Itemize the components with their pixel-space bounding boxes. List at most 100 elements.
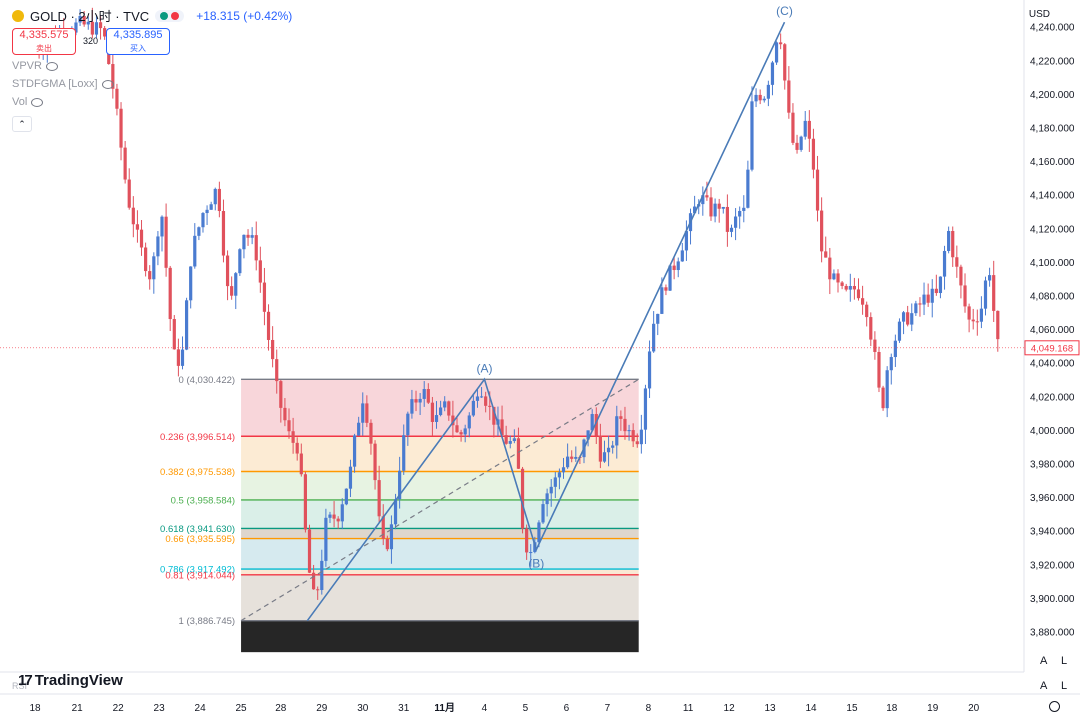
candle-body	[971, 319, 975, 322]
candle-body	[746, 169, 750, 208]
time-tick-label: 7	[605, 703, 611, 714]
candle-body	[705, 195, 709, 198]
candle-body	[455, 425, 459, 433]
candle-body	[389, 524, 394, 550]
time-tick-label: 20	[968, 703, 980, 714]
candle-body	[484, 396, 488, 406]
candle-body	[885, 370, 889, 409]
candle-body	[488, 405, 492, 407]
last-price-tag	[1024, 340, 1080, 356]
candle-body	[676, 261, 680, 271]
wave-label: (A)	[476, 361, 492, 375]
fib-zone	[241, 471, 639, 500]
indicator-vol[interactable]: Vol	[12, 96, 44, 108]
collapse-indicators-button[interactable]: ⌃	[12, 116, 32, 132]
sell-button[interactable]: 4,335.575 卖出	[12, 28, 76, 55]
candle-body	[906, 312, 910, 325]
candle-body	[127, 179, 131, 208]
fib-level-label: 0 (4,030.422)	[179, 375, 236, 386]
auto-scale-button[interactable]: A	[1040, 655, 1048, 667]
hidden-eye-icon[interactable]	[31, 97, 44, 107]
candle-body	[717, 203, 721, 209]
indicator-stdfgma[interactable]: STDFGMA [Loxx]	[12, 78, 114, 90]
candle-body	[135, 224, 140, 230]
fib-zone	[241, 569, 639, 575]
candle-body	[512, 438, 516, 442]
indicator-vpvr[interactable]: VPVR	[12, 60, 58, 72]
candle-body	[893, 340, 897, 358]
candle-body	[729, 227, 734, 232]
dashed-trend-line	[240, 378, 640, 622]
candle-body	[426, 389, 430, 403]
candle-body	[131, 207, 135, 225]
candle-body	[365, 403, 369, 423]
candle-body	[947, 230, 951, 251]
candle-body	[287, 420, 291, 432]
candle-body	[164, 216, 168, 268]
candle-body	[770, 62, 775, 85]
candle-body	[758, 94, 762, 101]
status-indicator[interactable]	[155, 9, 185, 22]
price-tick-label: 4,000.000	[1030, 426, 1075, 437]
buy-label: 买入	[130, 44, 146, 53]
hidden-eye-icon[interactable]	[45, 61, 58, 71]
candle-body	[160, 216, 164, 237]
price-tick-label: 4,040.000	[1030, 359, 1075, 370]
candle-body	[86, 21, 90, 25]
candle-body	[733, 216, 738, 228]
candle-body	[361, 403, 365, 423]
candle-body	[553, 477, 557, 487]
candle-body	[332, 514, 336, 519]
candle-body	[635, 441, 639, 445]
candle-body	[283, 407, 287, 421]
candle-body	[439, 407, 443, 416]
hidden-eye-icon[interactable]	[101, 79, 114, 89]
time-tick-label: 23	[154, 703, 166, 714]
brand-name: TradingView	[34, 672, 123, 689]
price-tick-label: 4,180.000	[1030, 124, 1075, 135]
candle-body	[316, 589, 320, 591]
candle-body	[262, 282, 267, 312]
price-tick-label: 3,960.000	[1030, 493, 1075, 504]
buy-button[interactable]: 4,335.895 买入	[106, 28, 170, 55]
auto-scale-button-2[interactable]: A	[1040, 680, 1048, 692]
settings-gear-icon[interactable]	[1049, 701, 1060, 712]
candle-body	[467, 415, 471, 429]
price-tick-label: 3,980.000	[1030, 460, 1075, 471]
candle-body	[98, 22, 103, 29]
candle-body	[709, 197, 713, 217]
candle-body	[807, 120, 811, 139]
candle-body	[840, 282, 844, 286]
currency-selector[interactable]: USD	[1028, 9, 1050, 20]
tradingview-logo[interactable]: 17 TradingView	[18, 672, 123, 689]
candle-body	[762, 98, 766, 101]
log-scale-button-2[interactable]: L	[1061, 680, 1068, 692]
candle-body	[996, 310, 1000, 340]
candle-body	[430, 402, 435, 422]
candle-body	[561, 467, 566, 473]
candle-body	[414, 399, 418, 403]
candle-body	[369, 422, 373, 444]
candle-body	[615, 416, 619, 446]
indicator-label: VPVR	[12, 60, 42, 72]
symbol-title[interactable]: GOLD · 2小时 · TVC	[30, 9, 150, 24]
chevron-up-icon: ⌃	[18, 119, 26, 129]
candle-body	[766, 84, 770, 99]
time-tick-label: 13	[764, 703, 776, 714]
log-scale-button[interactable]: L	[1061, 655, 1068, 667]
candle-body	[340, 504, 344, 522]
candle-body	[725, 206, 729, 232]
price-tick-label: 4,100.000	[1030, 258, 1075, 269]
market-status-icon	[160, 11, 169, 20]
candle-body	[967, 306, 971, 320]
candle-body	[791, 112, 795, 143]
candle-body	[918, 303, 922, 305]
candle-body	[881, 387, 885, 409]
candle-body	[537, 522, 541, 543]
candle-body	[205, 209, 209, 214]
candle-body	[500, 419, 504, 436]
symbol-header: GOLD · 2小时 · TVC +18.315 (+0.42%)	[12, 6, 292, 25]
candle-body	[598, 435, 602, 462]
candle-body	[381, 516, 385, 539]
